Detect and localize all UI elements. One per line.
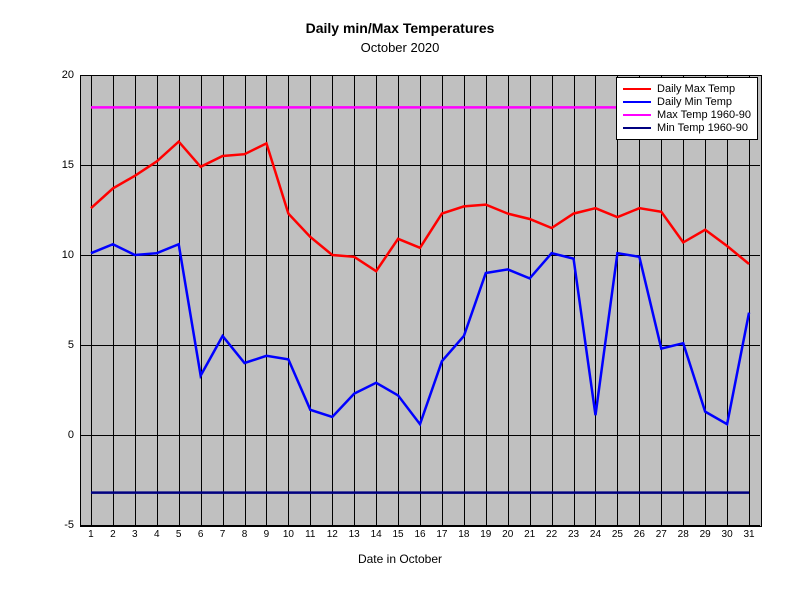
legend-item: Min Temp 1960-90 [623, 122, 751, 134]
x-tick-label: 7 [220, 525, 226, 540]
x-tick-label: 13 [349, 525, 360, 540]
x-tick-label: 14 [371, 525, 382, 540]
x-tick-label: 15 [393, 525, 404, 540]
x-tick-label: 2 [110, 525, 116, 540]
x-tick-label: 24 [590, 525, 601, 540]
x-tick-label: 17 [436, 525, 447, 540]
x-tick-label: 9 [264, 525, 270, 540]
x-tick-label: 8 [242, 525, 248, 540]
y-tick-label: 5 [68, 339, 80, 351]
legend-label: Min Temp 1960-90 [657, 122, 748, 134]
x-tick-label: 1 [88, 525, 94, 540]
legend-swatch [623, 101, 651, 104]
x-tick-label: 30 [722, 525, 733, 540]
chart-title: Daily min/Max Temperatures [0, 20, 800, 36]
legend-label: Daily Max Temp [657, 83, 735, 95]
x-tick-label: 25 [612, 525, 623, 540]
x-tick-label: 12 [327, 525, 338, 540]
x-tick-label: 22 [546, 525, 557, 540]
chart-container: Daily min/Max Temperatures October 2020 … [0, 0, 800, 600]
y-tick-label: 15 [62, 159, 80, 171]
y-tick-label: 0 [68, 429, 80, 441]
x-tick-label: 20 [502, 525, 513, 540]
x-tick-label: 6 [198, 525, 204, 540]
x-tick-label: 27 [656, 525, 667, 540]
x-axis-label: Date in October [0, 552, 800, 566]
x-tick-label: 28 [678, 525, 689, 540]
legend-item: Max Temp 1960-90 [623, 109, 751, 121]
y-tick-label: 10 [62, 249, 80, 261]
chart-subtitle: October 2020 [0, 40, 800, 55]
legend-swatch [623, 127, 651, 130]
y-tick-label: 20 [62, 69, 80, 81]
legend-label: Daily Min Temp [657, 96, 732, 108]
legend-swatch [623, 114, 651, 117]
x-tick-label: 26 [634, 525, 645, 540]
x-tick-label: 4 [154, 525, 160, 540]
plot-area: -505101520 12345678910111213141516171819… [80, 75, 760, 525]
x-tick-label: 31 [743, 525, 754, 540]
legend-label: Max Temp 1960-90 [657, 109, 751, 121]
legend: Daily Max TempDaily Min TempMax Temp 196… [616, 77, 758, 140]
legend-swatch [623, 88, 651, 91]
x-tick-label: 23 [568, 525, 579, 540]
x-tick-label: 5 [176, 525, 182, 540]
x-tick-label: 3 [132, 525, 138, 540]
series-daily-max-temp [91, 142, 749, 272]
x-tick-label: 19 [480, 525, 491, 540]
legend-item: Daily Min Temp [623, 96, 751, 108]
legend-item: Daily Max Temp [623, 83, 751, 95]
x-tick-label: 18 [458, 525, 469, 540]
x-tick-label: 10 [283, 525, 294, 540]
series-lines [80, 75, 760, 525]
x-tick-label: 11 [305, 525, 315, 540]
x-tick-label: 16 [414, 525, 425, 540]
series-daily-min-temp [91, 244, 749, 424]
y-tick-label: -5 [64, 519, 80, 531]
x-tick-label: 21 [524, 525, 535, 540]
x-tick-label: 29 [700, 525, 711, 540]
